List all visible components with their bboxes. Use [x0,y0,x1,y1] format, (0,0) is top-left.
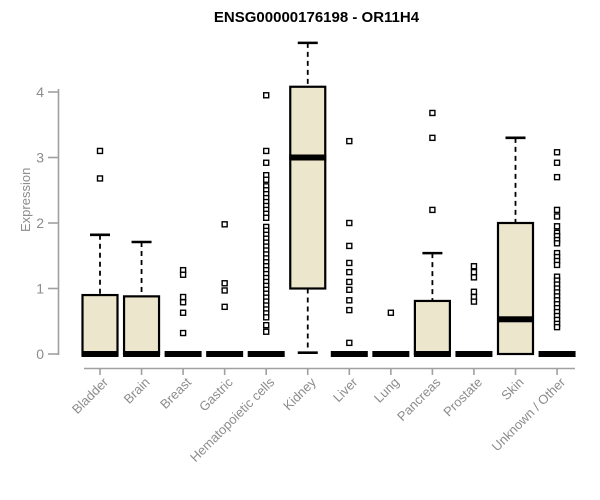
x-category-label-pancreas: Pancreas [394,374,444,424]
y-tick-label: 4 [36,84,44,100]
x-category-label-gastric: Gastric [196,374,236,414]
x-category-label-unknown-other: Unknown / Other [489,374,569,454]
outlier-hematopoietic-cells [263,147,270,155]
box-skin [496,221,535,356]
outlier-gastric [221,221,228,228]
outlier-prostate [470,268,478,276]
outlier-liver [346,219,353,227]
median-prostate [455,351,493,357]
outlier-breast [179,309,187,316]
median-bladder [81,351,119,357]
y-tick-label: 3 [36,150,44,166]
y-tick-label: 0 [36,346,44,362]
outlier-unknown-other [553,261,561,269]
outlier-unknown-other [553,323,561,331]
outlier-pancreas [429,134,436,142]
outlier-gastric [221,287,228,294]
x-category-label-liver: Liver [330,374,361,405]
outlier-unknown-other [553,223,561,230]
outlier-prostate [470,274,478,281]
median-pancreas [413,351,451,357]
outlier-prostate [470,298,478,305]
box-brain [122,295,161,356]
outlier-liver [346,286,353,294]
outlier-hematopoietic-cells [263,159,270,166]
box-bladder [81,293,119,356]
outlier-hematopoietic-cells [263,321,270,329]
outlier-bladder [96,175,104,182]
outlier-hematopoietic-cells [263,328,270,335]
outlier-hematopoietic-cells [263,92,270,99]
outlier-liver [346,339,353,347]
outlier-hematopoietic-cells [263,176,270,183]
median-gastric [206,351,244,357]
x-category-label-kidney: Kidney [280,374,319,413]
outlier-unknown-other [553,240,561,247]
outlier-hematopoietic-cells [263,214,270,221]
x-category-label-bladder: Bladder [69,374,112,417]
y-tick-label: 1 [36,281,44,297]
outlier-prostate [470,288,478,295]
outlier-liver [346,297,353,304]
outlier-unknown-other [553,213,561,220]
outlier-liver [346,259,353,267]
chart-title: ENSG00000176198 - OR11H4 [213,9,420,26]
median-unknown-other [538,351,576,357]
outlier-breast [179,299,187,306]
outlier-liver [346,137,353,145]
outlier-unknown-other [553,149,561,156]
x-category-label-skin: Skin [498,375,526,403]
y-tick-label: 2 [36,215,44,231]
outlier-pancreas [429,109,436,117]
median-skin [497,316,534,323]
x-category-label-breast: Breast [157,374,194,411]
outlier-hematopoietic-cells [263,314,270,321]
outlier-bladder [96,147,104,155]
median-kidney [289,154,327,161]
median-brain [123,351,161,357]
outlier-breast [179,329,187,337]
outlier-liver [346,278,353,286]
x-category-label-lung: Lung [371,375,402,406]
outlier-breast [179,293,187,301]
outlier-gastric [221,303,228,311]
outlier-unknown-other [553,206,561,214]
median-breast [164,351,202,357]
x-category-label-prostate: Prostate [440,375,485,420]
outlier-liver [346,242,353,250]
outlier-unknown-other [553,159,561,166]
x-category-label-brain: Brain [121,375,153,407]
box-kidney [289,85,327,290]
outlier-pancreas [429,206,436,214]
outlier-lung [387,309,395,316]
outlier-liver [346,306,353,314]
outlier-breast [179,271,187,278]
outlier-liver [346,268,353,276]
outlier-gastric [221,280,228,287]
outlier-unknown-other [553,173,561,181]
median-liver [330,351,368,357]
median-lung [372,351,410,357]
box-pancreas [413,299,451,356]
median-hematopoietic-cells [247,351,285,357]
outlier-prostate [470,263,478,270]
